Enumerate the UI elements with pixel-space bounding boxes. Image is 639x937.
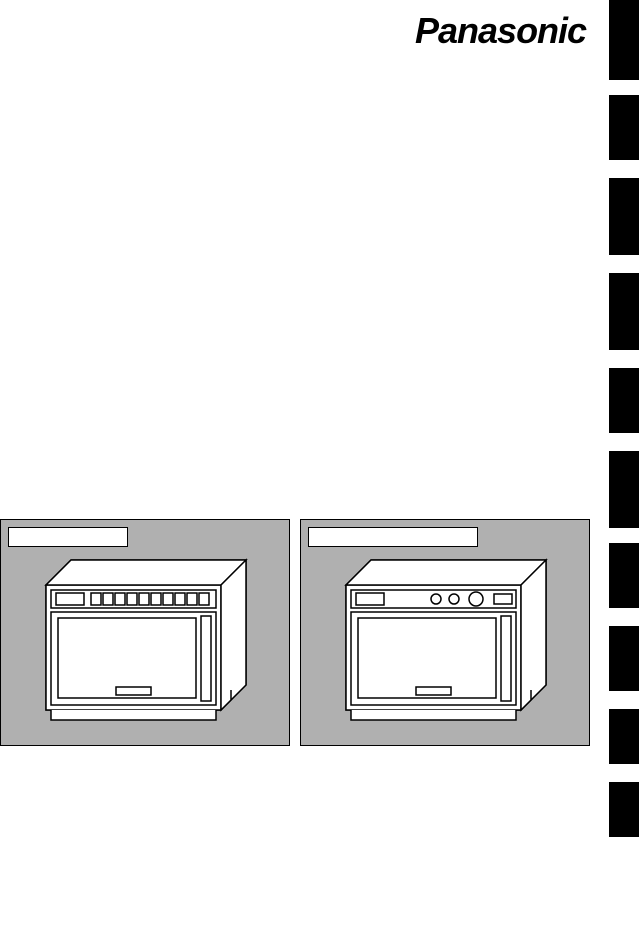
tab-10 xyxy=(609,782,639,837)
tab-gap-1 xyxy=(609,80,639,95)
tab-gap-4 xyxy=(609,350,639,368)
tab-7 xyxy=(609,543,639,608)
tab-9 xyxy=(609,709,639,764)
tab-gap-9 xyxy=(609,764,639,782)
brand-logo: Panasonic xyxy=(415,10,586,52)
product-panel-right xyxy=(300,519,590,746)
tab-3 xyxy=(609,178,639,255)
product-panel-left xyxy=(0,519,290,746)
tab-4 xyxy=(609,273,639,350)
tab-1 xyxy=(609,0,639,80)
tab-gap-7 xyxy=(609,608,639,626)
tab-gap-2 xyxy=(609,160,639,178)
tab-gap-8 xyxy=(609,691,639,709)
model-label-left xyxy=(8,527,128,547)
microwave-keypad-drawing xyxy=(36,550,256,735)
tab-5 xyxy=(609,368,639,433)
tab-2 xyxy=(609,95,639,160)
tab-gap-5 xyxy=(609,433,639,451)
tab-6 xyxy=(609,451,639,528)
side-tabs-container xyxy=(609,0,639,837)
microwave-dial-drawing xyxy=(336,550,556,735)
tab-gap-6 xyxy=(609,528,639,543)
tab-8 xyxy=(609,626,639,691)
model-label-right xyxy=(308,527,478,547)
tab-gap-3 xyxy=(609,255,639,273)
